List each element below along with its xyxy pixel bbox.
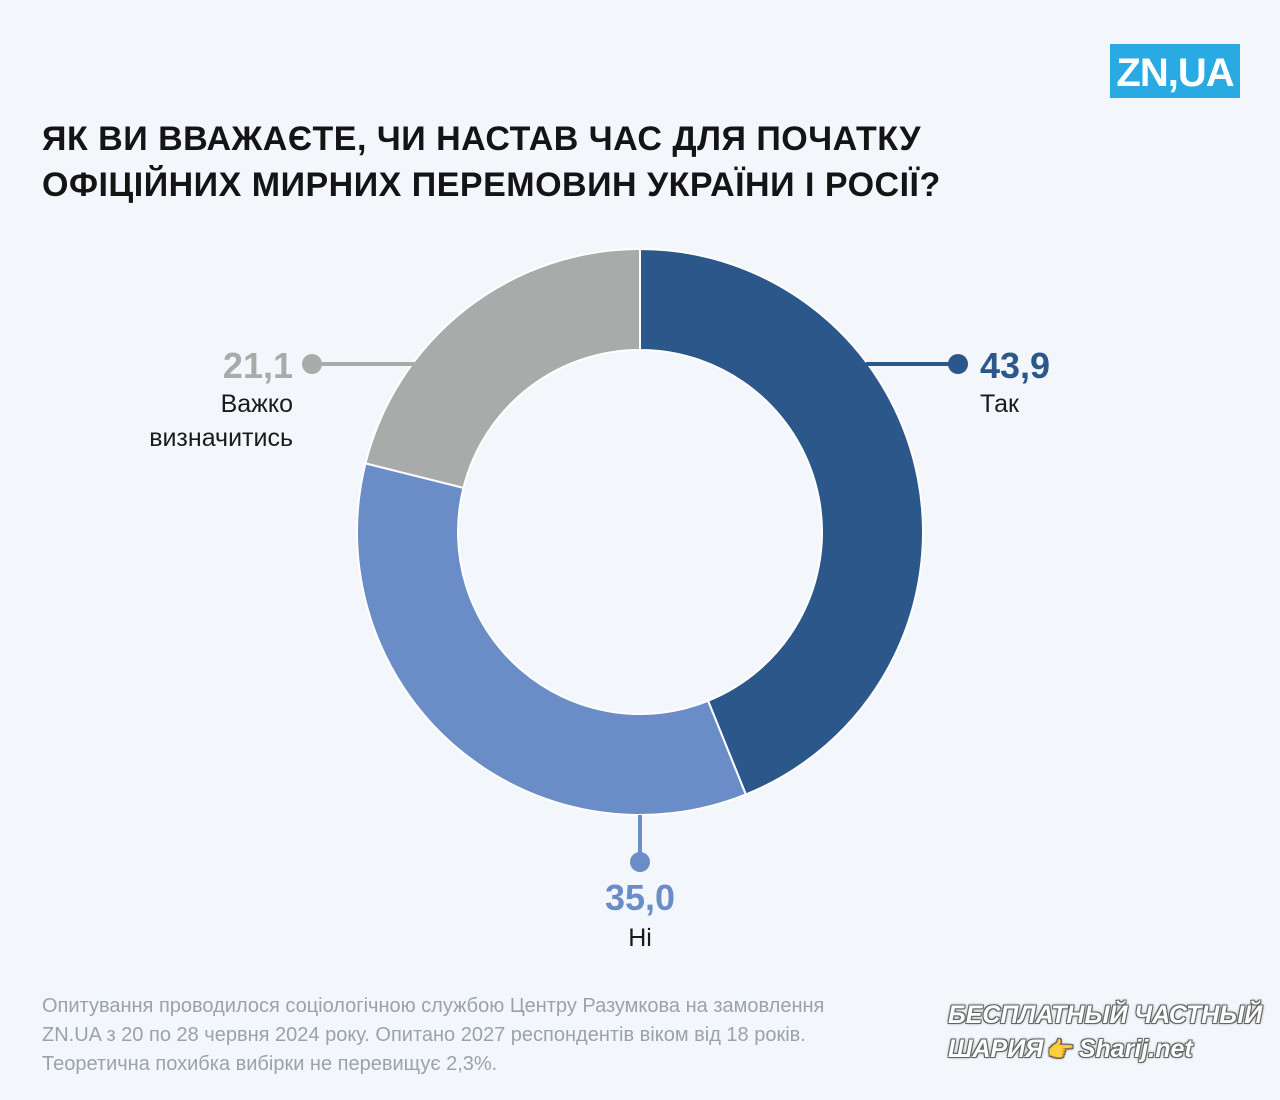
donut-slice-2 — [364, 247, 641, 490]
leader-dot-0 — [948, 354, 968, 374]
logo-text: ZN,UA — [1116, 51, 1233, 95]
slice-labels: 43,9 Так 35,0 Ні 21,1 Важко визначитись — [149, 345, 1050, 952]
logo-background — [1110, 44, 1240, 98]
category-label-2-line-1: визначитись — [149, 424, 293, 452]
value-label-2: 21,1 — [223, 345, 293, 386]
chart-title-line-2: ОФІЦІЙНИХ МИРНИХ ПЕРЕМОВИН УКРАЇНИ І РОС… — [42, 166, 941, 204]
footnote-line-2: ZN.UA з 20 по 28 червня 2024 року. Опита… — [42, 1024, 806, 1046]
category-label-0-line-0: Так — [980, 390, 1020, 418]
leader-dot-2 — [302, 354, 322, 374]
footnote-line-3: Теоретична похибка вибірки не перевищує … — [42, 1053, 498, 1075]
pointing-hand-icon: 👉 — [1047, 1037, 1075, 1062]
value-label-0: 43,9 — [980, 345, 1050, 386]
chart-title: ЯК ВИ ВВАЖАЄТЕ, ЧИ НАСТАВ ЧАС ДЛЯ ПОЧАТК… — [42, 116, 1042, 208]
watermark-line-1: БЕСПЛАТНЫЙ ЧАСТНЫЙ — [948, 1001, 1263, 1029]
donut-slice-0 — [639, 247, 924, 796]
watermark-text-right: Sharij.net — [1078, 1035, 1193, 1063]
category-label-1-line-0: Ні — [628, 924, 652, 952]
leader-dot-1 — [630, 852, 650, 872]
watermark: БЕСПЛАТНЫЙ ЧАСТНЫЙ ШАРИЯ 👉 Sharij.net — [948, 998, 1263, 1067]
value-label-1: 35,0 — [605, 877, 675, 918]
watermark-line-2: ШАРИЯ 👉 Sharij.net — [948, 1032, 1258, 1067]
donut-slice-1 — [356, 462, 748, 816]
leader-lines — [302, 354, 968, 872]
zn-ua-logo: ZN,UA — [1110, 44, 1240, 98]
survey-footnote: Опитування проводилося соціологічною слу… — [42, 992, 1042, 1079]
footnote-line-1: Опитування проводилося соціологічною слу… — [42, 995, 825, 1017]
donut-slices — [356, 247, 924, 816]
watermark-text-left: ШАРИЯ — [948, 1035, 1044, 1063]
chart-title-line-1: ЯК ВИ ВВАЖАЄТЕ, ЧИ НАСТАВ ЧАС ДЛЯ ПОЧАТК… — [42, 120, 921, 158]
category-label-2-line-0: Важко — [221, 390, 293, 418]
